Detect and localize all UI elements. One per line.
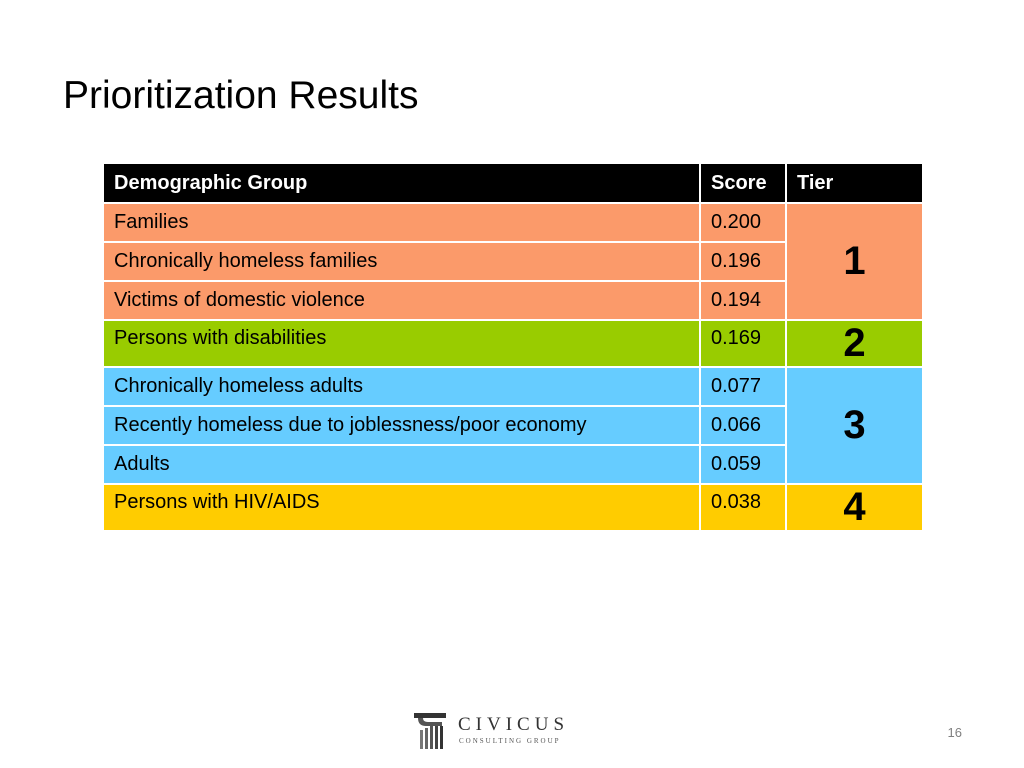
group-cell: Recently homeless due to joblessness/poo… [102, 405, 701, 446]
tier-4-cell: 4 [785, 483, 924, 532]
score-cell: 0.077 [699, 366, 787, 407]
score-cell: 0.066 [699, 405, 787, 446]
score-cell: 0.059 [699, 444, 787, 485]
header-tier: Tier [785, 162, 924, 204]
group-cell: Chronically homeless adults [102, 366, 701, 407]
score-cell: 0.196 [699, 241, 787, 282]
civicus-logo: CIVICUS CONSULTING GROUP [412, 711, 572, 753]
table-row: Persons with HIV/AIDS 0.038 4 [102, 483, 924, 532]
group-cell: Persons with HIV/AIDS [102, 483, 701, 532]
table-row: Recently homeless due to joblessness/poo… [102, 405, 923, 446]
score-cell: 0.169 [699, 319, 787, 368]
table-row: Victims of domestic violence 0.194 [102, 280, 923, 321]
page-number: 16 [947, 725, 962, 740]
tier-2-cell: 2 [785, 319, 924, 368]
score-cell: 0.038 [699, 483, 787, 532]
prioritization-table: Demographic Group Score Tier Families 0.… [102, 162, 924, 532]
score-cell: 0.200 [699, 202, 787, 243]
table-row: Adults 0.059 [102, 444, 923, 485]
group-cell: Adults [102, 444, 701, 485]
header-score: Score [699, 162, 787, 204]
table-row: Persons with disabilities 0.169 2 [102, 319, 924, 368]
group-cell: Families [102, 202, 701, 243]
group-cell: Persons with disabilities [102, 319, 701, 368]
column-capital-icon [414, 713, 446, 749]
score-cell: 0.194 [699, 280, 787, 321]
table-row: Chronically homeless adults 0.077 3 [102, 366, 924, 485]
tier-1-cell: 1 [785, 202, 924, 321]
header-demographic-group: Demographic Group [102, 162, 701, 204]
group-cell: Chronically homeless families [102, 241, 701, 282]
tier-3-cell: 3 [785, 366, 924, 485]
group-cell: Victims of domestic violence [102, 280, 701, 321]
slide-title: Prioritization Results [63, 74, 419, 117]
table-header-row: Demographic Group Score Tier [102, 162, 924, 204]
logo-name: CIVICUS [458, 714, 570, 735]
logo-subtitle: CONSULTING GROUP [459, 737, 561, 745]
table-row: Families 0.200 1 [102, 202, 924, 321]
table-row: Chronically homeless families 0.196 [102, 241, 923, 282]
